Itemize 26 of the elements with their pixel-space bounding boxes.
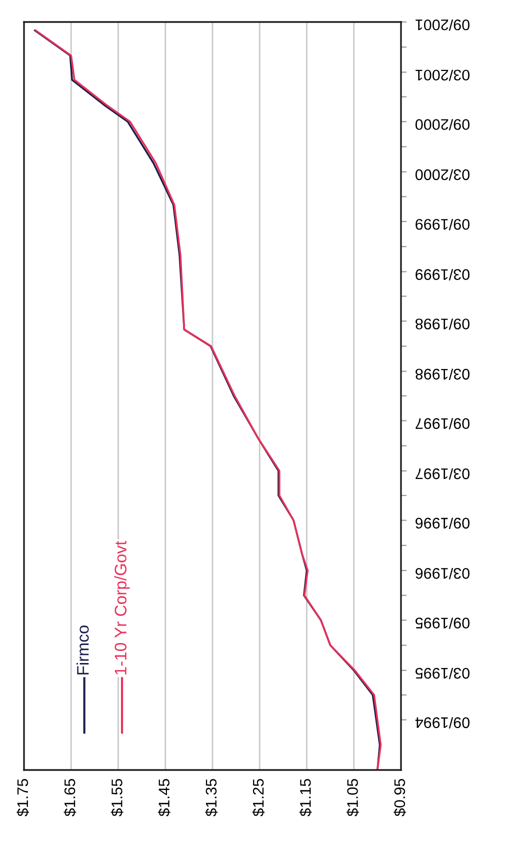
text: Firmco <box>76 626 89 674</box>
y-tick-label: 09/1997 <box>416 418 470 430</box>
y-tick-label: 09/1994 <box>415 717 470 728</box>
y-tick-label: 03/1996 <box>416 568 470 580</box>
x-tick-label: $1.25 <box>252 778 265 816</box>
text: 1-10 Yr Corp/Govt <box>114 540 130 674</box>
x-tick-label: $1.65 <box>64 778 76 816</box>
y-tick-label: 09/1999 <box>416 218 470 230</box>
y-tick-label: 09/1998 <box>416 318 470 330</box>
x-tick-label: $0.95 <box>394 778 406 816</box>
x-tick-label: $1.35 <box>205 778 218 816</box>
x-tick-label: $1.15 <box>299 778 312 816</box>
y-tick-label: 09/2001 <box>416 19 470 31</box>
y-tick-label: 03/1995 <box>416 668 470 680</box>
x-tick-label: $1.55 <box>110 778 124 816</box>
x-tick-label: $1.05 <box>346 778 359 816</box>
y-tick-label: 03/1998 <box>416 368 470 380</box>
y-tick-label: 03/1997 <box>416 468 470 480</box>
x-tick-label: $1.45 <box>158 778 170 816</box>
y-tick-label: 09/2000 <box>415 119 470 130</box>
x-tick-label: $1.75 <box>16 778 30 816</box>
y-tick-label: 03/2000 <box>415 169 470 181</box>
y-tick-label: 09/1996 <box>416 518 470 530</box>
y-tick-label: 03/1999 <box>416 269 470 280</box>
y-tick-label: 09/1995 <box>416 618 470 629</box>
y-tick-label: 03/2001 <box>416 70 470 81</box>
